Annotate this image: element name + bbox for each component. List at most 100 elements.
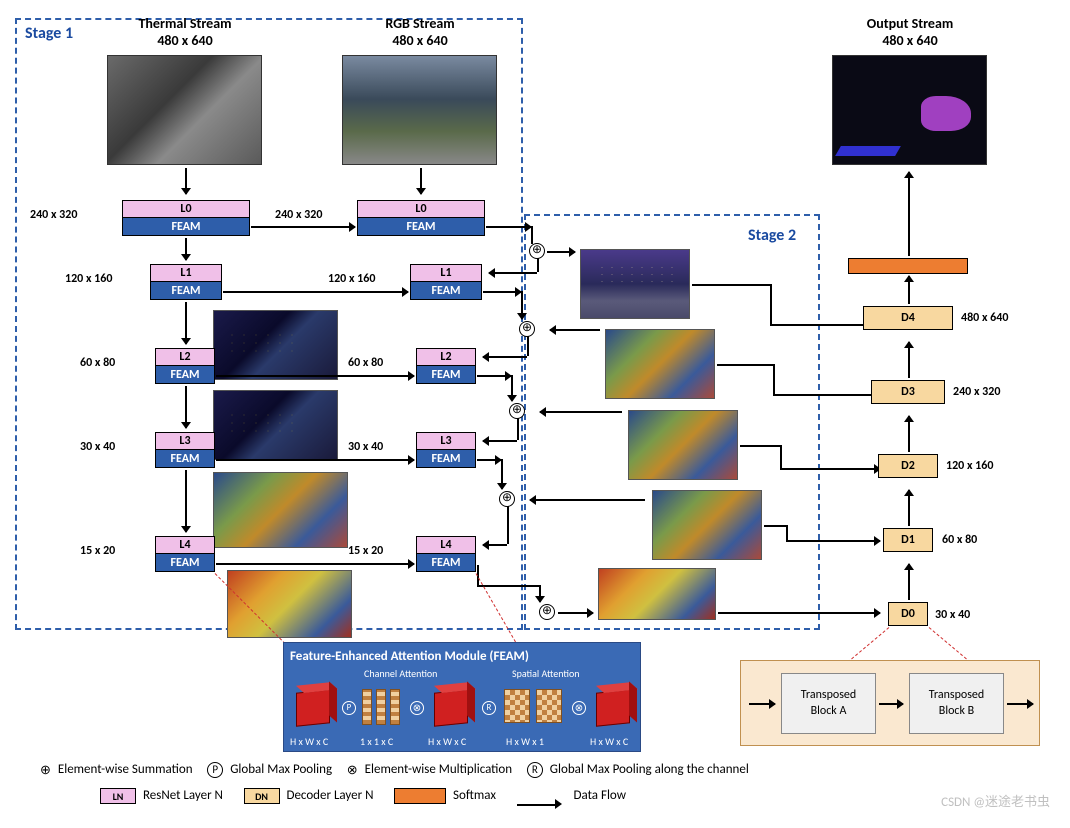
d2-block: D2 [878, 454, 938, 478]
l4-thermal-dim: 15 x 20 [80, 544, 115, 558]
l1-rgb-ln: L1 [410, 264, 482, 282]
hwc2: H x W x C [428, 735, 466, 748]
thermal-res: 480 x 640 [157, 32, 212, 49]
thermal-name: Thermal Stream [138, 15, 231, 32]
l0-thermal-ln: L0 [122, 200, 250, 218]
feam-cube2 [434, 689, 468, 727]
feam-module-title: Feature-Enhanced Attention Module (FEAM) [290, 649, 634, 664]
l2-thermal-ln: L2 [155, 348, 215, 366]
l0-thermal-feam: FEAM [122, 218, 250, 236]
thermal-input-image [107, 55, 262, 165]
rgb-name: RGB Stream [385, 15, 454, 32]
stage1-label: Stage 1 [25, 24, 73, 43]
rgb-feature-l2 [605, 329, 715, 399]
l1-rgb-dim: 120 x 160 [328, 272, 375, 286]
l3-thermal-ln: L3 [155, 432, 215, 450]
l2-thermal-dim: 60 x 80 [80, 356, 115, 370]
l3-rgb-ln: L3 [416, 432, 476, 450]
hwc1: H x W x C [290, 735, 328, 748]
l4-rgb-feam: FEAM [416, 554, 476, 572]
thermal-feature-l2 [213, 390, 338, 460]
l0-rgb-feam: FEAM [357, 218, 485, 236]
transposed-block-b: Transposed Block B [909, 673, 1004, 734]
d3-block: D3 [871, 380, 945, 404]
legend-sum: Element-wise Summation [58, 762, 193, 777]
p-symbol: P [207, 762, 223, 778]
l4-rgb-dim: 15 x 20 [348, 544, 383, 558]
d2-dim: 120 x 160 [946, 459, 993, 473]
softmax-block [848, 258, 968, 274]
l2-thermal-feam: FEAM [155, 366, 215, 384]
l1-rgb-feam: FEAM [410, 282, 482, 300]
architecture-diagram: Stage 1 Stage 2 Thermal Stream 480 x 640… [10, 10, 1060, 818]
l1-thermal-ln: L1 [150, 264, 222, 282]
feam-bars1 [362, 689, 372, 725]
d1-block: D1 [883, 528, 933, 552]
l2-rgb-ln: L2 [416, 348, 476, 366]
l1-thermal-feam: FEAM [150, 282, 222, 300]
rgb-feature-l4b [598, 568, 716, 620]
legend-ln: ResNet Layer N [143, 788, 223, 803]
l4-rgb-ln: L4 [416, 536, 476, 554]
feam-channel-attn: Channel Attention [364, 667, 437, 680]
feam-bars2 [376, 689, 386, 725]
legend-gmpc: Global Max Pooling along the channel [550, 762, 749, 777]
feam-module: Feature-Enhanced Attention Module (FEAM)… [283, 642, 641, 752]
feam-bars3 [390, 689, 400, 725]
l3-thermal-feam: FEAM [155, 450, 215, 468]
l0-rgb-dim: 240 x 320 [275, 208, 322, 222]
mult-symbol: ⊗ [347, 763, 358, 778]
rgb-res: 480 x 640 [392, 32, 447, 49]
hwc3: H x W x C [590, 735, 628, 748]
d4-block: D4 [863, 306, 953, 330]
legend-row1: ⊕ Element-wise Summation P Global Max Po… [40, 762, 1040, 778]
sum-op-0: ⊕ [529, 243, 545, 259]
l0-rgb-ln: L0 [357, 200, 485, 218]
l0-thermal-dim: 240 x 320 [30, 208, 77, 222]
rgb-input-image [342, 55, 497, 165]
stage2-label: Stage 2 [748, 226, 796, 245]
watermark: CSDN @迷途老书虫 [941, 791, 1050, 810]
rgb-feature-l4 [652, 490, 762, 560]
output-header: Output Stream 480 x 640 [830, 16, 990, 50]
legend-gmp: Global Max Pooling [230, 762, 332, 777]
l2-rgb-dim: 60 x 80 [348, 356, 383, 370]
l2-rgb-feam: FEAM [416, 366, 476, 384]
d4-dim: 480 x 640 [961, 311, 1008, 325]
feam-cube1 [296, 689, 330, 727]
hw1: H x W x 1 [506, 735, 544, 748]
thermal-header: Thermal Stream 480 x 640 [105, 16, 265, 50]
r-symbol: R [527, 762, 543, 778]
ln-legend-box: LN [100, 788, 136, 804]
feam-cube3 [596, 689, 630, 727]
l4-thermal-feam: FEAM [155, 554, 215, 572]
legend-row2: LN ResNet Layer N DN Decoder Layer N Sof… [100, 788, 1060, 804]
rgb-header: RGB Stream 480 x 640 [340, 16, 500, 50]
legend-softmax: Softmax [453, 788, 496, 803]
legend-dn: Decoder Layer N [286, 788, 373, 803]
transposed-block-a: Transposed Block A [781, 673, 876, 734]
rgb-feature-l1 [580, 249, 690, 319]
l3-rgb-dim: 30 x 40 [348, 440, 383, 454]
l1-thermal-dim: 120 x 160 [65, 272, 112, 286]
d0-dim: 30 x 40 [935, 608, 970, 622]
softmax-legend-box [394, 788, 446, 804]
d1-dim: 60 x 80 [942, 533, 977, 547]
feam-check1 [504, 689, 530, 723]
feam-spatial-attn: Spatial Attention [512, 667, 579, 680]
feam-check2 [536, 689, 562, 723]
c11: 1 x 1 x C [360, 735, 393, 748]
l4-thermal-ln: L4 [155, 536, 215, 554]
decoder-module: Transposed Block A Transposed Block B [740, 660, 1040, 746]
thermal-feature-l3 [213, 472, 348, 548]
d3-dim: 240 x 320 [953, 385, 1000, 399]
output-image [832, 55, 987, 165]
d0-block: D0 [888, 602, 928, 626]
dn-legend-box: DN [244, 788, 280, 804]
output-res: 480 x 640 [882, 32, 937, 49]
legend-dataflow: Data Flow [574, 788, 627, 803]
sum-symbol: ⊕ [40, 763, 51, 778]
legend-mult: Element-wise Multiplication [365, 762, 512, 777]
rgb-feature-l3 [628, 410, 738, 480]
output-name: Output Stream [867, 15, 954, 32]
